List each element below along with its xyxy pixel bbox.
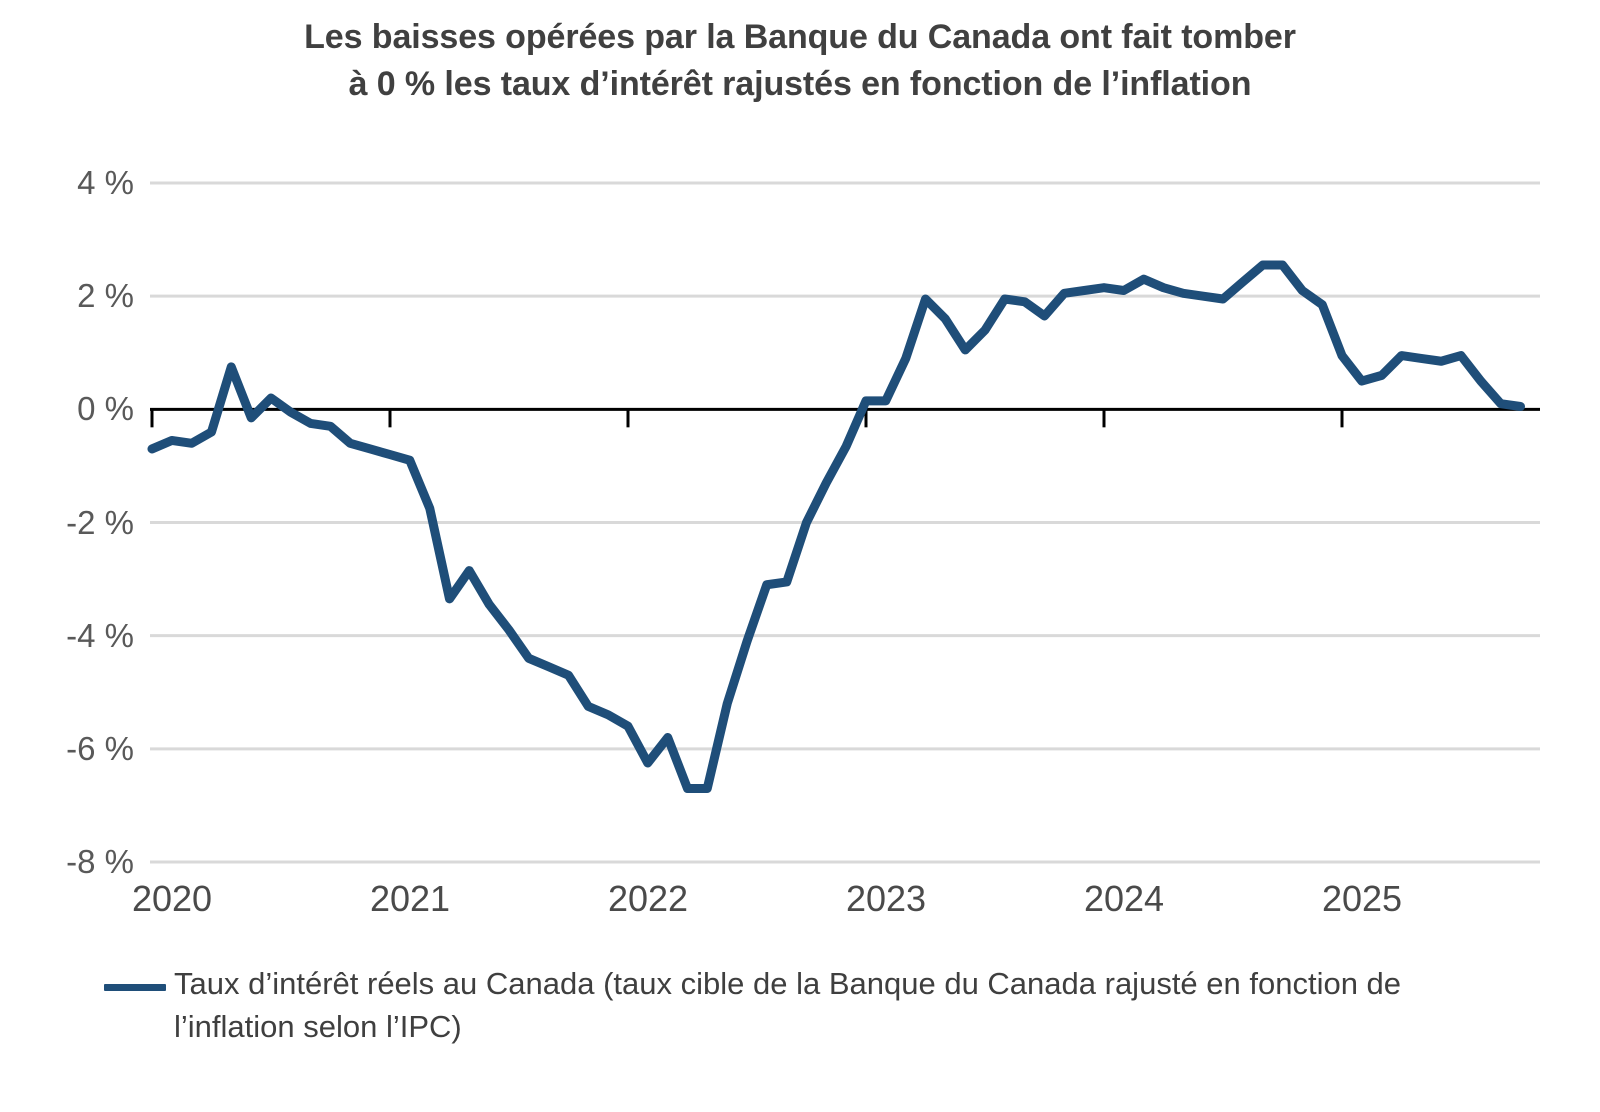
y-tick-label: 4 %: [77, 164, 134, 201]
y-tick-label: -6 %: [66, 729, 134, 767]
plot-area: 4 % 2 % 0 % -2 % -4 % -6 % -8 % 2020 2021 2022 20…: [0, 0, 1540, 960]
x-tick-label: 2020: [131, 878, 213, 919]
x-tick-label: 2022: [607, 878, 689, 919]
chart-title: Les baisses opérées par la Banque du Can…: [0, 14, 1600, 108]
x-axis-ticks: [150, 409, 1344, 428]
y-tick-label: 0 %: [77, 390, 134, 428]
chart-legend: Taux d’intérêt réels au Canada (taux cib…: [104, 963, 1524, 1049]
y-axis-labels: 4 % 2 % 0 % -2 % -4 % -6 % -8 %: [0, 0, 150, 960]
gridlines: [150, 181, 1540, 864]
legend-swatch-icon: [104, 984, 166, 991]
legend-label: Taux d’intérêt réels au Canada (taux cib…: [174, 966, 1402, 1044]
x-tick-label: 2024: [1083, 878, 1165, 919]
x-tick-label: 2023: [845, 878, 927, 919]
y-tick-label: -8 %: [66, 843, 134, 880]
y-tick-label: -4 %: [66, 616, 134, 654]
series-line-real-rates: [147, 260, 1525, 793]
x-axis-labels: 2020 2021 2022 2023 2024 2025: [131, 878, 1403, 919]
y-tick-label: 2 %: [77, 277, 134, 315]
line-chart-svg: [147, 181, 1540, 864]
y-tick-label: -2 %: [66, 503, 134, 541]
x-tick-label: 2025: [1321, 878, 1403, 919]
chart-title-line-2: à 0 % les taux d’intérêt rajustés en fon…: [348, 64, 1252, 103]
chart-title-line-1: Les baisses opérées par la Banque du Can…: [304, 18, 1296, 56]
x-tick-label: 2021: [369, 878, 451, 919]
